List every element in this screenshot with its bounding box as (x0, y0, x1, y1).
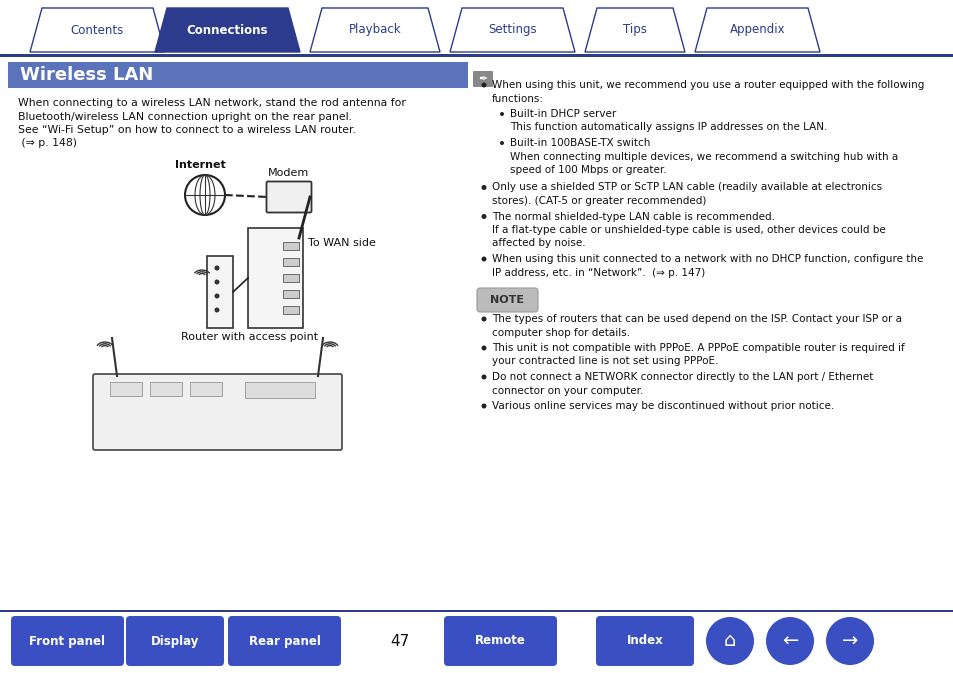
Text: 47: 47 (390, 633, 409, 649)
Polygon shape (450, 8, 575, 52)
Bar (110, 382, 142, 396)
Text: Only use a shielded STP or ScTP LAN cable (readily available at electronics: Only use a shielded STP or ScTP LAN cabl… (492, 182, 882, 192)
Text: Rear panel: Rear panel (249, 635, 320, 647)
FancyBboxPatch shape (228, 616, 340, 666)
Text: Bluetooth/wireless LAN connection upright on the rear panel.: Bluetooth/wireless LAN connection uprigh… (18, 112, 352, 122)
Text: If a flat-type cable or unshielded-type cable is used, other devices could be: If a flat-type cable or unshielded-type … (492, 225, 884, 235)
FancyBboxPatch shape (283, 258, 298, 266)
Polygon shape (154, 8, 299, 52)
Text: NOTE: NOTE (490, 295, 524, 305)
Text: ⌂: ⌂ (723, 631, 736, 651)
FancyBboxPatch shape (11, 616, 124, 666)
Text: Appendix: Appendix (729, 24, 784, 36)
Text: Remote: Remote (475, 635, 525, 647)
Polygon shape (584, 8, 684, 52)
Text: Front panel: Front panel (30, 635, 106, 647)
Text: This unit is not compatible with PPPoE. A PPPoE compatible router is required if: This unit is not compatible with PPPoE. … (492, 343, 903, 353)
Polygon shape (310, 8, 439, 52)
Text: stores). (CAT-5 or greater recommended): stores). (CAT-5 or greater recommended) (492, 196, 705, 206)
FancyBboxPatch shape (92, 374, 341, 450)
Text: When connecting to a wireless LAN network, stand the rod antenna for: When connecting to a wireless LAN networ… (18, 98, 405, 108)
Text: Internet: Internet (174, 160, 225, 170)
Circle shape (825, 617, 873, 665)
Circle shape (481, 345, 486, 351)
Text: IP address, etc. in “Network”.  (⇒ p. 147): IP address, etc. in “Network”. (⇒ p. 147… (492, 267, 704, 277)
FancyBboxPatch shape (476, 288, 537, 312)
FancyBboxPatch shape (283, 274, 298, 282)
FancyBboxPatch shape (596, 616, 693, 666)
Circle shape (214, 293, 219, 299)
Text: (⇒ p. 148): (⇒ p. 148) (18, 139, 77, 149)
Text: your contracted line is not set using PPPoE.: your contracted line is not set using PP… (492, 357, 718, 367)
Bar (207, 256, 233, 328)
Text: The normal shielded-type LAN cable is recommended.: The normal shielded-type LAN cable is re… (492, 211, 774, 221)
Bar (0, 54, 953, 57)
FancyBboxPatch shape (283, 306, 298, 314)
Polygon shape (695, 8, 820, 52)
Text: Playback: Playback (349, 24, 401, 36)
Bar (248, 228, 303, 328)
Circle shape (481, 185, 486, 190)
Bar (0, 610, 953, 612)
Text: Wireless LAN: Wireless LAN (20, 66, 153, 84)
Text: ✒: ✒ (477, 74, 487, 84)
FancyBboxPatch shape (126, 616, 224, 666)
Text: ←: ← (781, 631, 798, 651)
Circle shape (481, 83, 486, 87)
Text: →: → (841, 631, 858, 651)
Circle shape (481, 256, 486, 262)
Text: Connections: Connections (187, 24, 268, 36)
Circle shape (214, 279, 219, 285)
FancyBboxPatch shape (283, 290, 298, 298)
Text: See “Wi-Fi Setup” on how to connect to a wireless LAN router.: See “Wi-Fi Setup” on how to connect to a… (18, 125, 355, 135)
Text: speed of 100 Mbps or greater.: speed of 100 Mbps or greater. (510, 165, 666, 175)
Bar (190, 382, 222, 396)
Circle shape (481, 214, 486, 219)
Text: When connecting multiple devices, we recommend a switching hub with a: When connecting multiple devices, we rec… (510, 151, 898, 162)
Circle shape (214, 266, 219, 271)
Text: Index: Index (626, 635, 662, 647)
Bar (8, 62, 468, 88)
Circle shape (481, 404, 486, 409)
FancyBboxPatch shape (443, 616, 557, 666)
Circle shape (499, 141, 503, 145)
Text: Various online services may be discontinued without prior notice.: Various online services may be discontin… (492, 401, 833, 411)
Polygon shape (30, 8, 165, 52)
Bar (150, 382, 182, 396)
FancyBboxPatch shape (283, 242, 298, 250)
Text: When using this unit, we recommend you use a router equipped with the following: When using this unit, we recommend you u… (492, 80, 923, 90)
Circle shape (481, 374, 486, 380)
Text: Router with access point: Router with access point (181, 332, 318, 342)
Circle shape (481, 316, 486, 322)
Text: Tips: Tips (622, 24, 646, 36)
Text: Built-in DHCP server: Built-in DHCP server (510, 109, 616, 119)
Text: The types of routers that can be used depend on the ISP. Contact your ISP or a: The types of routers that can be used de… (492, 314, 901, 324)
Text: affected by noise.: affected by noise. (492, 238, 585, 248)
FancyBboxPatch shape (266, 182, 312, 213)
Text: computer shop for details.: computer shop for details. (492, 328, 630, 337)
Circle shape (499, 112, 503, 116)
Text: When using this unit connected to a network with no DHCP function, configure the: When using this unit connected to a netw… (492, 254, 923, 264)
Circle shape (765, 617, 813, 665)
Circle shape (705, 617, 753, 665)
Text: Built-in 100BASE-TX switch: Built-in 100BASE-TX switch (510, 138, 650, 148)
Text: Do not connect a NETWORK connector directly to the LAN port / Ethernet: Do not connect a NETWORK connector direc… (492, 372, 872, 382)
Text: This function automatically assigns IP addresses on the LAN.: This function automatically assigns IP a… (510, 122, 826, 133)
Text: To WAN side: To WAN side (308, 238, 375, 248)
Text: functions:: functions: (492, 94, 543, 104)
Circle shape (214, 308, 219, 312)
Text: connector on your computer.: connector on your computer. (492, 386, 642, 396)
Bar (245, 382, 314, 398)
Text: Modem: Modem (268, 168, 310, 178)
Text: Display: Display (151, 635, 199, 647)
FancyBboxPatch shape (473, 71, 493, 87)
Text: Contents: Contents (71, 24, 124, 36)
Text: Settings: Settings (488, 24, 537, 36)
